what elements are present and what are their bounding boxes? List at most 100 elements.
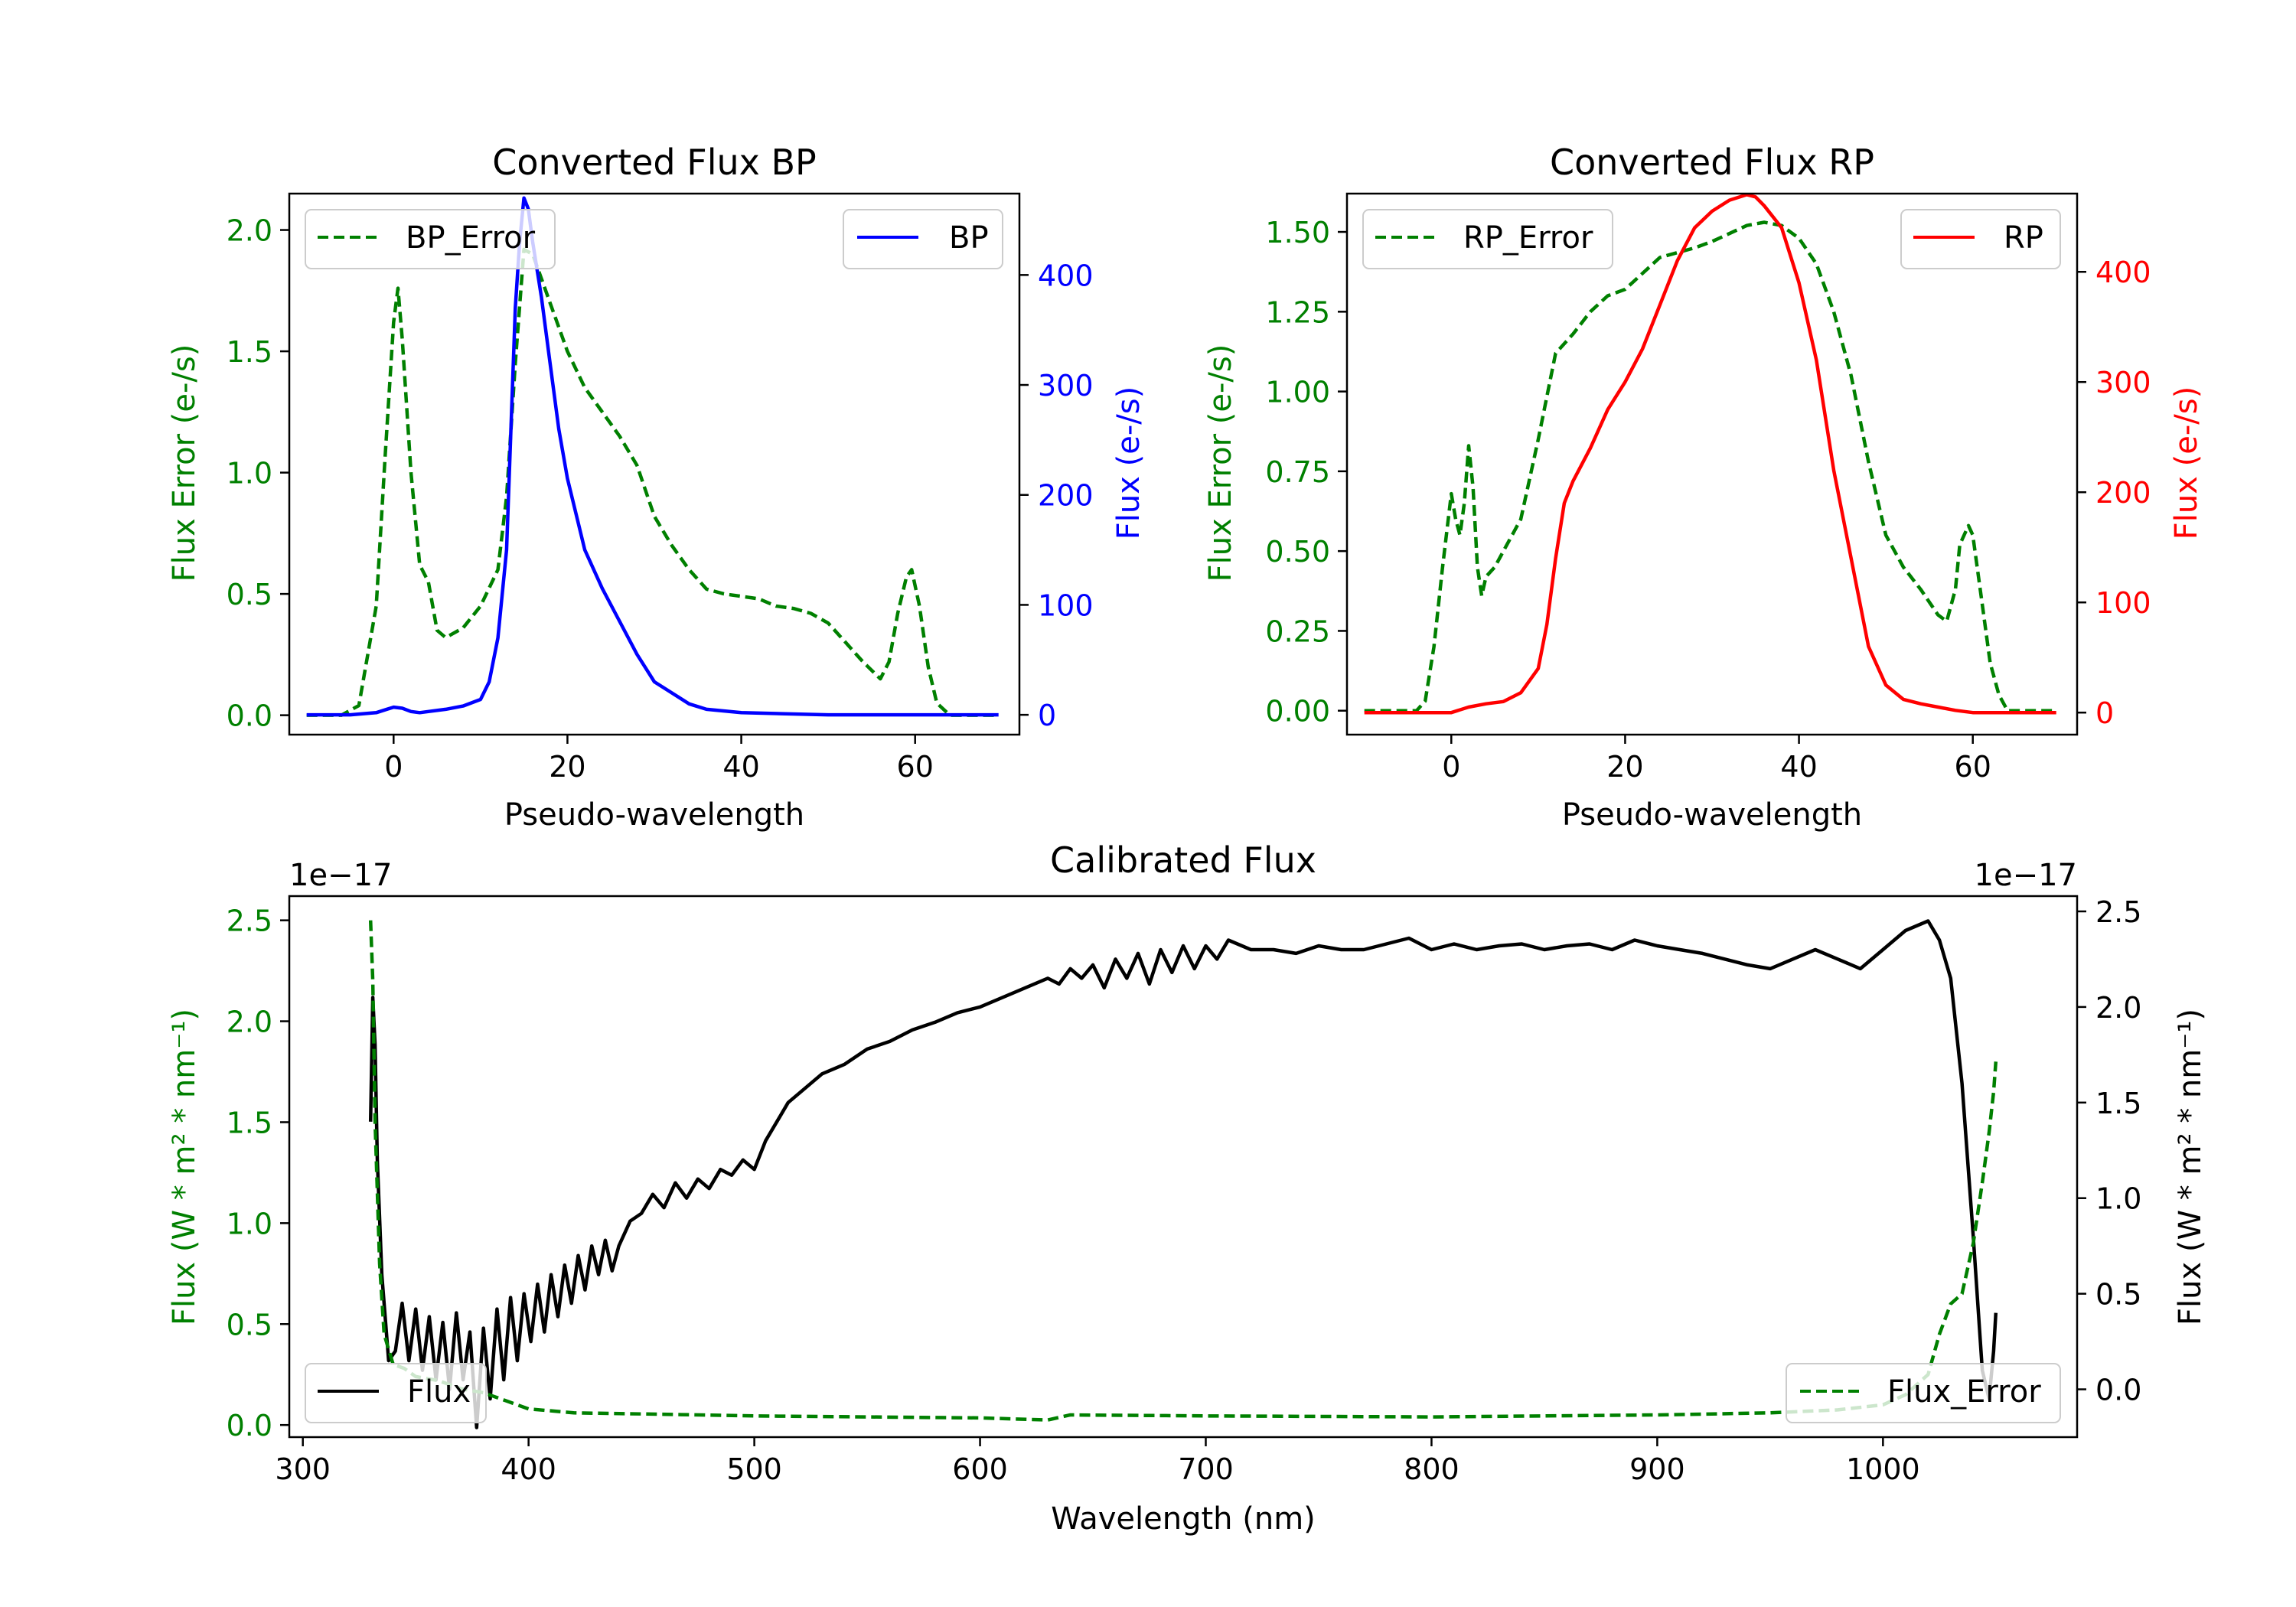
x-tick-label: 40 (1780, 750, 1817, 784)
y-tick-label-right: 200 (2095, 476, 2151, 510)
cal-legend-error: Flux_Error (1786, 1363, 2061, 1423)
y-tick-label-right: 0.5 (2095, 1278, 2141, 1312)
bp-legend-flux: BP (843, 209, 1003, 269)
rp-legend-error: RP_Error (1362, 209, 1613, 269)
y-tick-label-right: 300 (1038, 369, 1094, 403)
y-tick-label-right: 100 (2095, 586, 2151, 620)
x-tick-label: 600 (952, 1452, 1008, 1486)
y-tick-label-right: 400 (2095, 256, 2151, 289)
rp-title: Converted Flux RP (1550, 142, 1874, 183)
rp-ylabel-right: Flux (e-/s) (2169, 386, 2204, 539)
bp-axes-frame (288, 192, 1021, 736)
rp-axes-frame (1345, 192, 2079, 736)
rp-xlabel: Pseudo-wavelength (1562, 797, 1862, 833)
y-tick-label-left: 1.0 (227, 1207, 272, 1240)
x-tick-label: 60 (1955, 750, 1991, 784)
bp-ylabel-left: Flux Error (e-/s) (167, 344, 202, 582)
cal-offset-right: 1e−17 (1975, 858, 2077, 893)
bp-yticks-left: 0.0 0.5 1.0 1.5 2.0 (227, 214, 289, 733)
y-tick-label-right: 2.5 (2095, 895, 2141, 929)
x-tick-label: 1000 (1846, 1452, 1920, 1486)
bp-xlabel: Pseudo-wavelength (504, 797, 804, 833)
y-tick-label-left: 0.5 (227, 1308, 272, 1341)
rp-legend-error-label: RP_Error (1463, 220, 1593, 256)
cal-yticks-right: 0.0 0.5 1.0 1.5 2.0 2.5 (2077, 895, 2141, 1407)
y-tick-label-right: 300 (2095, 366, 2151, 399)
x-tick-label: 20 (549, 750, 585, 784)
rp-xticks: 0 20 40 60 (1442, 735, 1991, 784)
cal-yticks-left: 0.0 0.5 1.0 1.5 2.0 2.5 (227, 905, 289, 1442)
y-tick-label-left: 0.75 (1265, 455, 1330, 489)
series-line-flux (368, 919, 1998, 1429)
y-tick-label-left: 0.0 (227, 699, 272, 733)
cal-legend-flux: Flux (305, 1363, 487, 1423)
y-tick-label-right: 0.0 (2095, 1374, 2141, 1407)
y-tick-label-right: 1.0 (2095, 1182, 2141, 1216)
y-tick-label-left: 1.0 (227, 457, 272, 491)
panel-rp: Converted Flux RP Pseudo-wavelength Flux… (1203, 142, 2204, 833)
y-tick-label-right: 2.0 (2095, 991, 2141, 1025)
x-tick-label: 700 (1178, 1452, 1234, 1486)
rp-lines (1364, 193, 2056, 715)
y-tick-label-right: 400 (1038, 259, 1094, 292)
x-tick-label: 500 (726, 1452, 782, 1486)
bp-lines (306, 196, 999, 717)
bp-ylabel-right: Flux (e-/s) (1111, 386, 1146, 539)
y-tick-label-left: 0.00 (1265, 695, 1330, 729)
cal-axes-frame (288, 895, 2079, 1439)
panel-bp: Converted Flux BP Pseudo-wavelength Flux… (167, 142, 1146, 833)
rp-legend-flux-label: RP (2004, 220, 2043, 256)
y-tick-label-left: 1.5 (227, 335, 272, 369)
cal-legend-error-label: Flux_Error (1887, 1374, 2041, 1410)
panel-cal: Calibrated Flux 1e−17 1e−17 Wavelength (… (167, 839, 2208, 1537)
y-tick-label-left: 2.5 (227, 905, 272, 938)
x-tick-label: 20 (1606, 750, 1643, 784)
cal-offset-left: 1e−17 (289, 858, 392, 893)
bp-yticks-right: 0 100 200 300 400 (1019, 259, 1094, 732)
y-tick-label-right: 0 (1038, 699, 1056, 732)
series-line-bp-error (306, 247, 999, 717)
x-tick-label: 800 (1404, 1452, 1459, 1486)
rp-yticks-left: 0.00 0.25 0.50 0.75 1.00 1.25 1.50 (1265, 216, 1347, 729)
bp-legend-flux-label: BP (949, 220, 989, 256)
x-tick-label: 900 (1629, 1452, 1685, 1486)
bp-legend-error: BP_Error (305, 209, 556, 269)
cal-ylabel-right: Flux (W * m² * nm⁻¹) (2173, 1009, 2208, 1325)
cal-ylabel-left: Flux (W * m² * nm⁻¹) (167, 1009, 202, 1325)
series-line-rp (1364, 193, 2056, 715)
bp-title: Converted Flux BP (492, 142, 817, 183)
cal-xticks: 300 400 500 600 700 800 900 1000 (275, 1437, 1920, 1486)
bp-xticks: 0 20 40 60 (384, 735, 934, 784)
y-tick-label-right: 100 (1038, 588, 1094, 622)
rp-legend-flux: RP (1900, 209, 2061, 269)
x-tick-label: 0 (1442, 750, 1460, 784)
y-tick-label-left: 1.5 (227, 1106, 272, 1139)
series-line-flux-error (368, 920, 1998, 1422)
cal-xlabel: Wavelength (nm) (1051, 1501, 1316, 1537)
y-tick-label-left: 0.5 (227, 578, 272, 611)
y-tick-label-left: 0.0 (227, 1409, 272, 1442)
y-tick-label-left: 0.50 (1265, 535, 1330, 569)
bp-legend-error-label: BP_Error (406, 220, 536, 256)
y-tick-label-left: 2.0 (227, 1006, 272, 1039)
rp-yticks-right: 0 100 200 300 400 (2077, 256, 2151, 730)
y-tick-label-left: 1.00 (1265, 376, 1330, 409)
cal-lines (368, 919, 1998, 1429)
x-tick-label: 60 (897, 750, 934, 784)
y-tick-label-left: 2.0 (227, 214, 272, 248)
y-tick-label-left: 1.50 (1265, 216, 1330, 249)
cal-legend-flux-label: Flux (407, 1374, 471, 1410)
y-tick-label-right: 1.5 (2095, 1087, 2141, 1120)
y-tick-label-right: 200 (1038, 479, 1094, 513)
y-tick-label-left: 0.25 (1265, 614, 1330, 648)
rp-ylabel-left: Flux Error (e-/s) (1203, 344, 1238, 582)
y-tick-label-left: 1.25 (1265, 295, 1330, 329)
x-tick-label: 0 (384, 750, 403, 784)
cal-title: Calibrated Flux (1050, 839, 1316, 881)
x-tick-label: 300 (275, 1452, 331, 1486)
x-tick-label: 400 (501, 1452, 556, 1486)
x-tick-label: 40 (722, 750, 759, 784)
y-tick-label-right: 0 (2095, 696, 2114, 730)
series-line-rp-error (1364, 220, 2056, 712)
